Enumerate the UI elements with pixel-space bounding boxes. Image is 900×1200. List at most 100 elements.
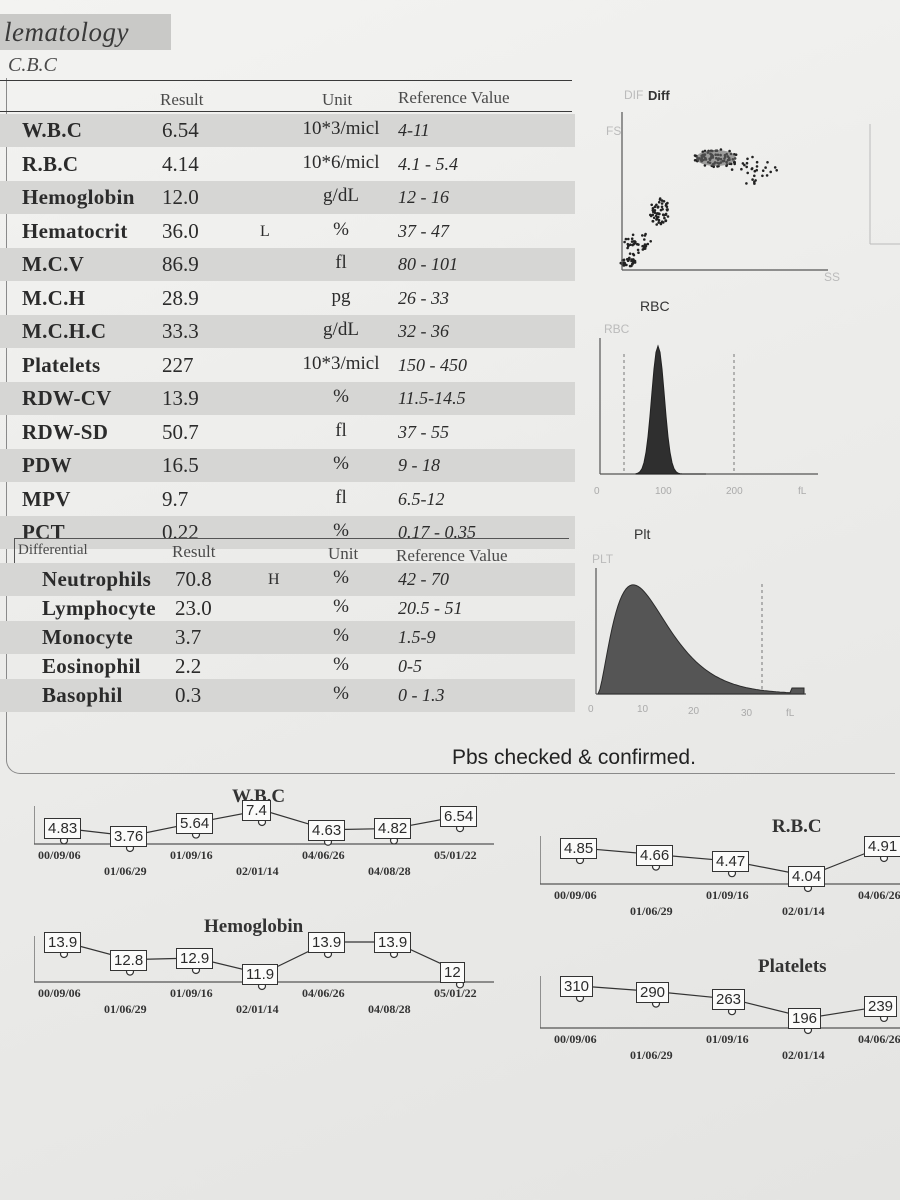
scatter-dot [631,252,635,256]
cbc-result: 12.0 [162,185,199,209]
trend-wbc-value-label: 6.54 [440,806,478,828]
diff-x-label: SS [824,270,841,284]
scatter-dot [651,207,655,210]
scatter-dot [661,213,665,216]
scatter-dot [663,216,666,220]
trend-rbc-frame [540,836,900,885]
rbc-tick-0: 0 [594,486,600,497]
scatter-dot [751,155,754,159]
cbc-unit: g/dL [323,185,359,206]
trend-wbc-date-label: 02/01/14 [236,864,279,878]
cbc-flag: L [260,222,270,240]
scatter-dot [649,240,652,243]
scatter-dot [746,157,749,161]
trend-rbc-date-label: 04/06/26 [858,888,900,902]
scatter-dot [641,234,644,237]
plt-tick-0: 0 [588,704,594,715]
cbc-unit: fl [335,486,347,508]
cbc-name: RDW-SD [22,419,109,444]
cbc-reference: 32 - 36 [398,321,449,341]
diff-result: 70.8 [175,567,212,591]
trend-rbc-value-label: 4.85 [560,838,598,860]
diff-row: Lymphocyte 23.0% 20.5 - 51 [0,592,575,625]
diff-name: Monocyte [42,625,134,649]
cbc-result: 6.54 [162,118,199,142]
trend-plt-date-label: 00/09/06 [554,1032,597,1046]
plt-tick-20: 20 [688,706,700,717]
scatter-dot [733,162,736,166]
scatter-dot [665,205,669,208]
scatter-dot [660,205,664,209]
scatter-dot [662,221,665,224]
diff-col-reference: Reference Value [396,546,508,565]
trend-rbc-svg [540,836,900,893]
scatter-dot [655,217,659,221]
cbc-unit: fl [335,252,347,273]
diff-name: Eosinophil [42,654,141,678]
scatter-dot [746,171,749,175]
cbc-name: RDW-CV [22,386,112,410]
scatter-dot [761,174,764,178]
plt-distribution-curve [597,584,805,695]
cbc-row: W.B.C 6.54 10*3/micl 4-11 [0,114,575,147]
trend-hgb-value-label: 13.9 [374,932,412,953]
diff-result: 3.7 [175,625,202,649]
cbc-result: 33.3 [162,319,199,343]
scatter-dot [773,166,777,169]
trend-wbc-frame [34,806,494,845]
trend-plt-value-label: 239 [864,995,898,1017]
scatter-dot [649,214,653,218]
scatter-dot [636,248,640,252]
cbc-result: 9.7 [162,486,189,511]
scatter-dot [657,221,660,224]
diff-row: Eosinophil 2.2% 0-5 [0,650,575,683]
cbc-unit: % [333,453,349,474]
scatter-dot [653,209,657,212]
trend-hgb-value-label: 13.9 [308,932,346,953]
diff-result: 2.2 [175,654,202,678]
diff-scatter-plot [619,112,900,271]
diff-unit: % [333,596,349,617]
scatter-dot [643,234,647,237]
scatter-dot [651,209,655,212]
trend-rbc-value-label: 4.47 [712,851,750,873]
scatter-dot [712,165,715,169]
trend-hgb-value-label: 11.9 [242,964,279,985]
diff-unit: % [333,625,349,646]
trend-plt-area: Platelets 310 00/09/06 290 01/06/29 263 01/09/… [540,956,900,1082]
scatter-dense-cluster [696,150,736,166]
diff-result: 23.0 [175,596,212,620]
diff-ghost-title: DIF [624,88,644,102]
rbc-tick-200: 200 [726,486,743,497]
plt-tick-unit: fL [786,708,795,719]
scatter-dot [629,243,632,246]
diff-col-section: Differential [18,542,88,558]
scatter-dot [666,201,669,205]
scatter-dot [643,247,647,250]
rbc-y-label: RBC [604,322,630,336]
scatter-dot [630,264,633,268]
cbc-name: R.B.C [22,151,79,176]
cbc-result: 16.5 [162,453,199,477]
rbc-distribution-curve [635,344,706,475]
trend-wbc-value-label: 5.64 [176,812,214,834]
trend-hgb-date-label: 04/06/26 [302,986,345,1000]
scatter-dot [653,211,657,214]
trend-wbc-date-label: 04/06/26 [302,848,345,862]
trend-hgb-date-label: 05/01/22 [434,986,477,1000]
cbc-row: MPV 9.7 fl 6.5-12 [0,483,575,516]
trend-hgb-value-label: 12.8 [110,949,148,971]
trend-wbc-area: W.B.C 4.83 00/09/06 3.76 01/06/29 5.64 01/09/1… [34,786,494,898]
scatter-dot [664,219,667,222]
trend-hgb-frame [34,936,494,983]
diff-name: Basophil [42,683,123,707]
cbc-row: PCT 0.22% 0.17 - 0.35 [0,516,575,549]
diff-reference: 1.5-9 [398,627,436,647]
scatter-dot [656,212,659,215]
cbc-row: Hemoglobin 12.0 g/dL 12 - 16 [0,181,575,214]
rbc-plot-title: RBC [640,298,670,314]
trend-hgb-date-label: 04/08/28 [368,1002,411,1016]
scatter-dot [656,205,660,209]
cbc-reference: 0.17 - 0.35 [398,522,476,542]
plt-tick-30: 30 [741,708,753,719]
